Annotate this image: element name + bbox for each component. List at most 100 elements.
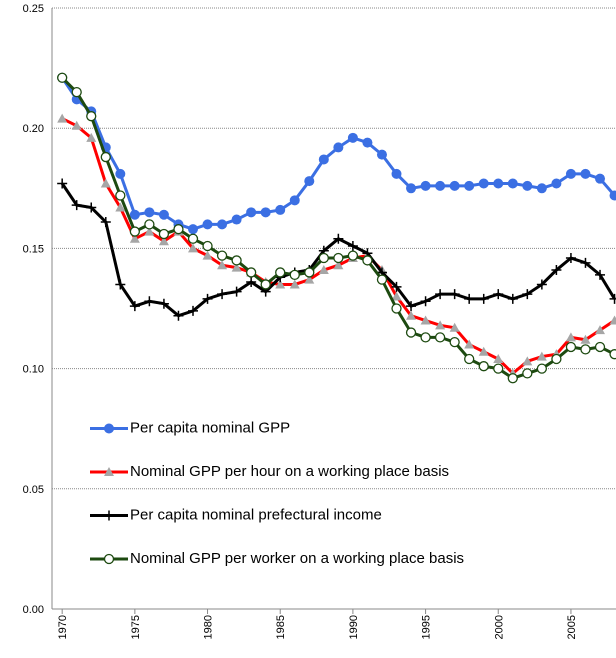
point bbox=[420, 296, 431, 307]
point bbox=[86, 202, 97, 213]
point bbox=[464, 180, 475, 191]
point bbox=[449, 337, 460, 348]
point bbox=[565, 341, 577, 353]
point bbox=[289, 279, 300, 289]
point bbox=[406, 183, 417, 194]
point bbox=[464, 293, 475, 304]
point bbox=[129, 233, 140, 243]
point bbox=[478, 178, 489, 189]
point bbox=[391, 303, 402, 314]
point bbox=[144, 296, 155, 307]
point bbox=[129, 301, 140, 312]
point bbox=[188, 224, 198, 235]
point bbox=[478, 293, 489, 304]
series-line bbox=[60, 76, 616, 231]
y-tick-label: 0.20 bbox=[23, 123, 44, 135]
point bbox=[595, 269, 606, 280]
point bbox=[420, 315, 431, 325]
point bbox=[580, 334, 591, 344]
point bbox=[609, 349, 616, 360]
point bbox=[71, 120, 82, 130]
point bbox=[202, 219, 213, 230]
point bbox=[435, 289, 446, 300]
x-tick-label: 1980 bbox=[203, 615, 215, 639]
point bbox=[551, 353, 562, 365]
point bbox=[347, 240, 358, 251]
x-tick-label: 2000 bbox=[493, 615, 505, 639]
point bbox=[333, 233, 344, 244]
point bbox=[187, 233, 199, 244]
point bbox=[333, 252, 344, 264]
point bbox=[333, 142, 344, 153]
point bbox=[304, 274, 315, 284]
point bbox=[71, 200, 82, 211]
point bbox=[376, 149, 387, 160]
point bbox=[275, 204, 286, 215]
point bbox=[478, 346, 489, 356]
point bbox=[188, 305, 198, 316]
point bbox=[507, 178, 518, 189]
point bbox=[449, 180, 460, 191]
point bbox=[129, 209, 140, 220]
y-tick-label: 0.00 bbox=[23, 604, 44, 616]
point bbox=[158, 209, 169, 220]
point bbox=[435, 320, 446, 330]
point bbox=[304, 267, 315, 278]
point bbox=[57, 113, 68, 123]
point bbox=[217, 219, 228, 230]
point bbox=[144, 219, 155, 230]
point bbox=[115, 190, 126, 201]
point bbox=[216, 250, 228, 261]
point bbox=[406, 301, 417, 312]
point bbox=[493, 289, 504, 300]
point bbox=[595, 325, 606, 335]
point bbox=[391, 291, 402, 301]
point bbox=[522, 180, 533, 191]
point bbox=[100, 151, 111, 163]
point bbox=[144, 226, 155, 236]
legend-label: Per capita nominal GPP bbox=[130, 419, 290, 436]
point bbox=[202, 250, 213, 260]
point bbox=[304, 176, 315, 187]
x-tick-label: 1975 bbox=[130, 615, 142, 639]
y-tick-label: 0.25 bbox=[23, 3, 44, 15]
point bbox=[188, 243, 198, 253]
series-line bbox=[61, 76, 616, 380]
legend-label: Nominal GPP per worker on a working plac… bbox=[130, 550, 464, 567]
point bbox=[318, 252, 329, 264]
point bbox=[580, 168, 591, 179]
point bbox=[275, 279, 286, 289]
point bbox=[580, 344, 591, 355]
y-tick-label: 0.10 bbox=[23, 364, 44, 376]
point bbox=[217, 260, 228, 270]
point bbox=[522, 289, 533, 300]
point bbox=[115, 279, 126, 290]
point bbox=[464, 353, 475, 365]
point bbox=[158, 228, 170, 240]
point bbox=[333, 260, 344, 270]
point bbox=[362, 137, 373, 148]
point bbox=[158, 298, 169, 309]
point bbox=[609, 293, 616, 304]
point bbox=[551, 178, 562, 189]
point bbox=[231, 255, 242, 266]
point bbox=[347, 132, 358, 143]
point bbox=[217, 289, 228, 300]
point bbox=[100, 178, 111, 188]
point bbox=[289, 195, 300, 206]
x-tick-label: 2005 bbox=[566, 615, 578, 639]
x-tick-label: 1985 bbox=[275, 615, 287, 639]
point bbox=[536, 363, 548, 374]
point bbox=[115, 168, 126, 179]
point bbox=[86, 132, 97, 142]
point bbox=[362, 255, 373, 266]
legend-label: Nominal GPP per hour on a working place … bbox=[130, 463, 449, 480]
point bbox=[420, 332, 431, 343]
point bbox=[595, 173, 606, 184]
legend-marker bbox=[104, 423, 114, 434]
point bbox=[536, 279, 547, 290]
point bbox=[100, 216, 111, 227]
point bbox=[435, 180, 446, 191]
point bbox=[391, 281, 402, 292]
point bbox=[86, 111, 97, 122]
